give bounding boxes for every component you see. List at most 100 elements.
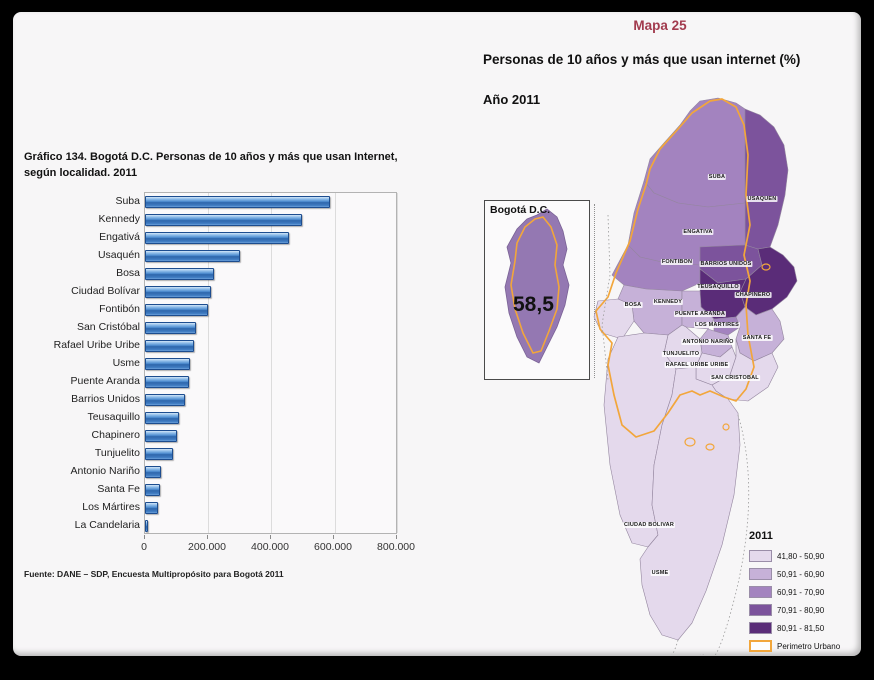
- y-axis-label: Rafael Uribe Uribe: [53, 339, 140, 351]
- bar-row: [145, 481, 398, 499]
- chart-gridline: [271, 193, 272, 533]
- bar-san-cristóbal: [145, 322, 196, 334]
- y-axis-label: Chapinero: [91, 429, 140, 441]
- chart-source-note: Fuente: DANE – SDP, Encuesta Multipropós…: [24, 569, 284, 579]
- bar-row: [145, 283, 398, 301]
- map-legend: 2011 41,80 - 50,90 50,91 - 60,90 60,91 - 7…: [745, 530, 871, 658]
- bar-row: [145, 193, 398, 211]
- bar-engativá: [145, 232, 289, 244]
- x-tick-mark: [144, 535, 145, 539]
- bar-row: [145, 301, 398, 319]
- map-label-barrios-unidos: BARRIOS UNIDOS: [699, 261, 753, 267]
- legend-class-rows: 41,80 - 50,90 50,91 - 60,90 60,91 - 70,90 7…: [745, 550, 871, 634]
- legend-range-label: 80,91 - 81,50: [777, 623, 825, 633]
- y-axis-label: San Cristóbal: [76, 321, 140, 333]
- chart-plot-area: [144, 192, 398, 535]
- bar-barrios-unidos: [145, 394, 185, 406]
- legend-range-label: 70,91 - 80,90: [777, 605, 825, 615]
- y-axis-label: Barrios Unidos: [71, 393, 140, 405]
- y-axis-label: La Candelaria: [74, 519, 140, 531]
- urban-perimeter-enclaves: [684, 263, 771, 451]
- y-axis-label: Engativá: [99, 231, 140, 243]
- map-label-antonio-narino: ANTONIO NARIÑO: [681, 339, 735, 345]
- legend-title: 2011: [749, 530, 773, 542]
- perimeter-swatch: [749, 640, 772, 652]
- bar-row: [145, 409, 398, 427]
- y-axis-label: Puente Aranda: [70, 375, 140, 387]
- bar-fontibón: [145, 304, 208, 316]
- bar-row: [145, 337, 398, 355]
- y-axis-label: Fontibón: [99, 303, 140, 315]
- x-tick-label: 0: [141, 541, 147, 553]
- bogota-inset-box: 58,5 Bogotá D.C.: [484, 200, 590, 380]
- legend-range-label: 60,91 - 70,90: [777, 587, 825, 597]
- bar-row: [145, 319, 398, 337]
- y-axis-label: Usme: [112, 357, 140, 369]
- map-label-rafael-uribe-uribe: RAFAEL URIBE URIBE: [664, 362, 730, 368]
- legend-swatch: [749, 550, 772, 562]
- y-axis-label: Ciudad Bolívar: [71, 285, 140, 297]
- legend-swatch: [749, 568, 772, 580]
- x-tick-mark: [207, 535, 208, 539]
- y-axis-label: Tunjuelito: [94, 447, 140, 459]
- bar-ciudad-bolívar: [145, 286, 211, 298]
- bar-row: [145, 373, 398, 391]
- map-title: Personas de 10 años y más que usan inter…: [483, 52, 801, 67]
- x-tick-label: 200.000: [188, 541, 226, 553]
- map-label-santa-fe: SANTA FE: [741, 335, 773, 341]
- map-label-chapinero: CHAPINERO: [734, 292, 772, 298]
- bar-chapinero: [145, 430, 177, 442]
- map-label-teusaquillo: TEUSAQUILLO: [696, 284, 740, 290]
- region-santa-fe: [735, 306, 785, 362]
- region-usaquen: [744, 108, 789, 250]
- map-label-los-martires: LOS MARTIRES: [694, 322, 740, 328]
- chart-y-axis-labels: Suba Kennedy Engativá Usaquén Bosa Ciudad Bol…: [18, 192, 140, 534]
- inset-title: Bogotá D.C.: [490, 204, 551, 216]
- bar-los-mártires: [145, 502, 158, 514]
- y-axis-label: Antonio Nariño: [70, 465, 140, 477]
- x-tick-label: 800.000: [377, 541, 415, 553]
- bar-row: [145, 517, 398, 535]
- legend-row: 60,91 - 70,90: [745, 586, 871, 598]
- legend-swatch: [749, 586, 772, 598]
- map-label-ciudad-bolivar: CIUDAD BOLIVAR: [622, 522, 676, 528]
- map-label-engativa: ENGATIVA: [682, 229, 714, 235]
- bar-suba: [145, 196, 330, 208]
- map-label-fontibon: FONTIBON: [660, 259, 694, 265]
- legend-row: 70,91 - 80,90: [745, 604, 871, 616]
- legend-row: 41,80 - 50,90: [745, 550, 871, 562]
- bar-usme: [145, 358, 190, 370]
- region-bosa: [593, 298, 635, 340]
- legend-range-label: 41,80 - 50,90: [777, 551, 825, 561]
- y-axis-label: Los Mártires: [82, 501, 140, 513]
- bar-row: [145, 211, 398, 229]
- urban-perimeter-line: [595, 98, 755, 438]
- chart-gridline: [335, 193, 336, 533]
- bar-row: [145, 463, 398, 481]
- map-year-label: Año 2011: [483, 92, 541, 107]
- inset-value: 58,5: [513, 293, 554, 316]
- y-axis-label: Usaquén: [97, 249, 140, 261]
- y-axis-label: Teusaquillo: [87, 411, 140, 423]
- bar-antonio-nariño: [145, 466, 161, 478]
- legend-row: 50,91 - 60,90: [745, 568, 871, 580]
- map-label-kennedy: KENNEDY: [652, 299, 684, 305]
- bar-row: [145, 499, 398, 517]
- x-tick-mark: [333, 535, 334, 539]
- y-axis-label: Kennedy: [98, 213, 140, 225]
- map-label-usaquen: USAQUEN: [746, 196, 778, 202]
- bar-row: [145, 229, 398, 247]
- bar-row: [145, 391, 398, 409]
- perimeter-label: Perimetro Urbano: [777, 641, 841, 651]
- bar-rafael-uribe-uribe: [145, 340, 194, 352]
- bar-row: [145, 445, 398, 463]
- bar-row: [145, 247, 398, 265]
- legend-perimeter-row: Perimetro Urbano: [745, 640, 871, 652]
- legend-swatch: [749, 604, 772, 616]
- legend-range-label: 50,91 - 60,90: [777, 569, 825, 579]
- map-label-usme: USME: [650, 570, 670, 576]
- bar-row: [145, 265, 398, 283]
- bar-usaquén: [145, 250, 240, 262]
- bar-teusaquillo: [145, 412, 179, 424]
